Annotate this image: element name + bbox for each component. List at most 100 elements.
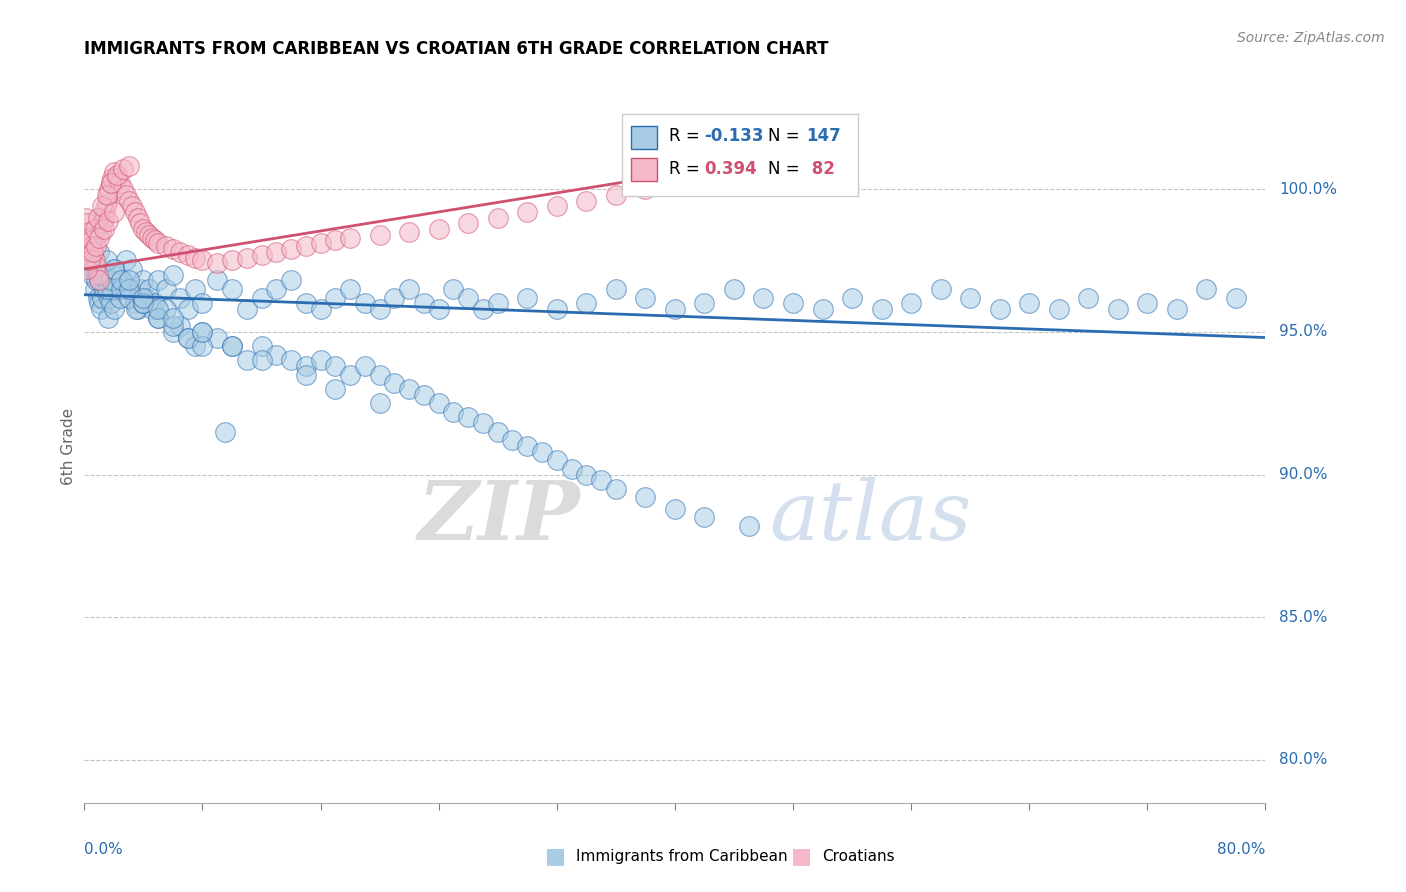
Point <box>693 296 716 310</box>
Point <box>77 239 100 253</box>
Point <box>108 291 131 305</box>
Point <box>82 244 104 259</box>
Text: 90.0%: 90.0% <box>1279 467 1327 482</box>
Y-axis label: 6th Grade: 6th Grade <box>60 408 76 484</box>
Point <box>457 410 479 425</box>
Point <box>1195 282 1218 296</box>
Point <box>111 182 134 196</box>
Point <box>295 359 318 373</box>
Point <box>177 301 200 316</box>
Point <box>121 199 143 213</box>
Point <box>100 177 122 191</box>
Point <box>87 273 111 287</box>
Point <box>546 453 568 467</box>
Point <box>155 301 177 316</box>
Point <box>295 368 318 382</box>
Point <box>79 253 101 268</box>
Point <box>121 262 143 277</box>
Point <box>309 301 332 316</box>
Point <box>398 282 420 296</box>
Point <box>148 273 170 287</box>
Point <box>83 222 105 236</box>
Point <box>111 162 134 177</box>
Point <box>162 268 184 282</box>
Point <box>323 382 347 396</box>
Text: Immigrants from Caribbean: Immigrants from Caribbean <box>576 849 789 863</box>
Text: 80.0%: 80.0% <box>1218 842 1265 856</box>
Point <box>155 282 177 296</box>
Point <box>486 211 509 225</box>
Point <box>295 296 318 310</box>
Point <box>93 282 115 296</box>
Text: 95.0%: 95.0% <box>1279 325 1327 339</box>
Point <box>84 259 107 273</box>
Point <box>457 291 479 305</box>
Point <box>80 268 103 282</box>
Point <box>841 291 863 305</box>
Point <box>100 296 122 310</box>
Point <box>546 301 568 316</box>
Point <box>323 234 347 248</box>
Point <box>250 339 273 353</box>
Point <box>97 187 120 202</box>
Point <box>368 396 391 410</box>
Point <box>129 216 152 230</box>
Point <box>108 177 131 191</box>
Point <box>94 202 117 216</box>
Point <box>132 222 155 236</box>
Point <box>1107 301 1129 316</box>
Point <box>169 244 191 259</box>
Point <box>221 339 243 353</box>
Text: atlas: atlas <box>769 477 972 558</box>
Point <box>427 396 450 410</box>
Point <box>205 273 228 287</box>
Point <box>221 253 243 268</box>
Point <box>398 225 420 239</box>
Point <box>752 291 775 305</box>
Point <box>605 482 627 496</box>
Point <box>472 416 495 430</box>
Point <box>693 170 716 185</box>
Point <box>125 301 148 316</box>
Point <box>575 467 598 482</box>
Point <box>339 230 361 244</box>
Point <box>191 253 214 268</box>
Point <box>98 182 121 196</box>
Point <box>96 187 118 202</box>
Point <box>339 368 361 382</box>
Point <box>148 301 170 316</box>
Point <box>143 296 166 310</box>
Point <box>323 291 347 305</box>
Point <box>79 253 101 268</box>
Point <box>87 296 111 310</box>
Point <box>101 282 124 296</box>
Point <box>664 177 686 191</box>
Point <box>870 301 893 316</box>
Point <box>75 211 97 225</box>
Point <box>472 301 495 316</box>
Point <box>354 296 377 310</box>
Point <box>162 319 184 334</box>
Point <box>76 262 98 277</box>
Point <box>354 359 377 373</box>
Point <box>782 296 804 310</box>
Point <box>177 248 200 262</box>
Point <box>93 222 115 236</box>
Point <box>368 301 391 316</box>
Point <box>77 244 100 259</box>
Point <box>118 282 141 296</box>
Point <box>98 291 121 305</box>
Point <box>141 301 163 316</box>
Text: 85.0%: 85.0% <box>1279 610 1327 624</box>
Point <box>93 211 115 225</box>
Point <box>634 182 657 196</box>
Point <box>110 282 132 296</box>
Point <box>118 273 141 287</box>
Point <box>413 387 436 401</box>
Point <box>382 376 406 391</box>
Point <box>205 256 228 270</box>
Point <box>634 491 657 505</box>
Point <box>221 282 243 296</box>
Point <box>96 273 118 287</box>
Point <box>664 301 686 316</box>
